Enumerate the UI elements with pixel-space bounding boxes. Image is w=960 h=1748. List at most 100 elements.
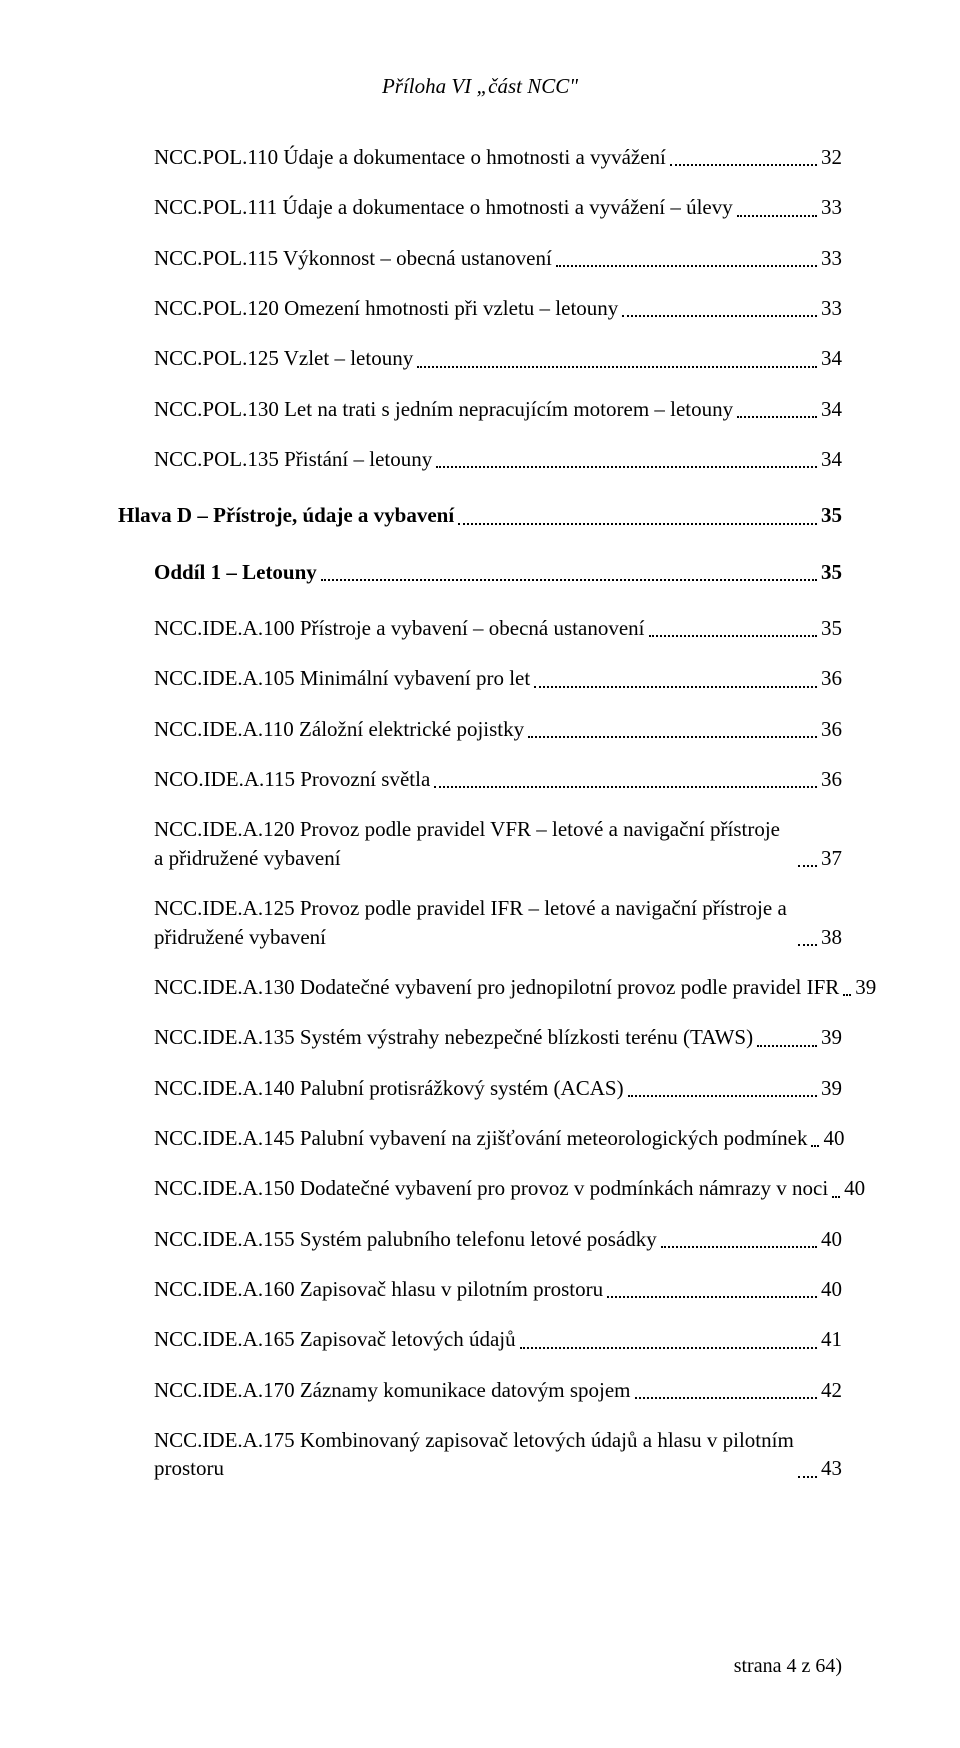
toc-entry: NCC.IDE.A.120 Provoz podle pravidel VFR …: [154, 815, 842, 872]
toc-entry-label: NCO.IDE.A.115 Provozní světla: [154, 765, 430, 793]
toc-leader: [757, 1044, 817, 1047]
toc-entry-page: 37: [821, 844, 842, 872]
toc-entry: NCC.IDE.A.135 Systém výstrahy nebezpečné…: [154, 1023, 842, 1051]
toc-entry-page: 34: [821, 445, 842, 473]
toc-entry-page: 42: [821, 1376, 842, 1404]
toc-entry-label: NCC.IDE.A.100 Přístroje a vybavení – obe…: [154, 614, 645, 642]
page: Příloha VI „část NCC" NCC.POL.110 Údaje …: [0, 0, 960, 1748]
table-of-contents: NCC.POL.110 Údaje a dokumentace o hmotno…: [118, 143, 842, 1483]
toc-entry: NCC.POL.110 Údaje a dokumentace o hmotno…: [154, 143, 842, 171]
toc-entry: NCC.IDE.A.165 Zapisovač letových údajů 4…: [154, 1325, 842, 1353]
toc-entry: NCC.IDE.A.130 Dodatečné vybavení pro jed…: [154, 973, 842, 1001]
toc-entry-page: 40: [821, 1225, 842, 1253]
toc-entry-label: NCC.IDE.A.135 Systém výstrahy nebezpečné…: [154, 1023, 753, 1051]
toc-entry: NCC.IDE.A.175 Kombinovaný zapisovač leto…: [154, 1426, 842, 1483]
toc-entry-label: NCC.POL.111 Údaje a dokumentace o hmotno…: [154, 193, 733, 221]
toc-entry-label: NCC.POL.115 Výkonnost – obecná ustanoven…: [154, 244, 552, 272]
toc-leader: [635, 1396, 818, 1399]
toc-entry-label: NCC.POL.110 Údaje a dokumentace o hmotno…: [154, 143, 666, 171]
toc-entry-page: 36: [821, 765, 842, 793]
toc-entry-label: NCC.IDE.A.110 Záložní elektrické pojistk…: [154, 715, 524, 743]
toc-leader: [798, 943, 817, 946]
toc-entry-label: NCC.POL.135 Přistání – letouny: [154, 445, 432, 473]
toc-leader: [737, 415, 817, 418]
toc-leader: [798, 864, 817, 867]
toc-entry-page: 36: [821, 715, 842, 743]
toc-entry: NCC.IDE.A.170 Záznamy komunikace datovým…: [154, 1376, 842, 1404]
toc-entry: NCC.POL.135 Přistání – letouny 34: [154, 445, 842, 473]
toc-entry-label: NCC.IDE.A.150 Dodatečné vybavení pro pro…: [154, 1174, 828, 1202]
toc-entry-label: NCC.IDE.A.125 Provoz podle pravidel IFR …: [154, 894, 794, 951]
toc-entry-page: 32: [821, 143, 842, 171]
running-header: Příloha VI „část NCC": [118, 74, 842, 99]
toc-leader: [737, 214, 817, 217]
toc-entry: NCC.POL.125 Vzlet – letouny 34: [154, 344, 842, 372]
toc-entry-page: 36: [821, 664, 842, 692]
toc-entry: NCC.IDE.A.160 Zapisovač hlasu v pilotním…: [154, 1275, 842, 1303]
toc-entry-label: NCC.IDE.A.160 Zapisovač hlasu v pilotním…: [154, 1275, 603, 1303]
toc-leader: [649, 634, 818, 637]
toc-entry-page: 39: [855, 973, 876, 1001]
toc-entry-label: NCC.IDE.A.145 Palubní vybavení na zjišťo…: [154, 1124, 807, 1152]
toc-entry-label: NCC.IDE.A.105 Minimální vybavení pro let: [154, 664, 530, 692]
toc-entry-page: 40: [821, 1275, 842, 1303]
toc-leader: [321, 578, 817, 581]
toc-entry: NCC.IDE.A.155 Systém palubního telefonu …: [154, 1225, 842, 1253]
toc-entry: NCC.IDE.A.100 Přístroje a vybavení – obe…: [154, 614, 842, 642]
toc-entry-label: NCC.IDE.A.130 Dodatečné vybavení pro jed…: [154, 973, 839, 1001]
toc-entry-page: 39: [821, 1023, 842, 1051]
toc-leader: [843, 993, 851, 996]
toc-entry-page: 33: [821, 193, 842, 221]
toc-entry: NCC.POL.120 Omezení hmotnosti při vzletu…: [154, 294, 842, 322]
toc-leader: [556, 264, 817, 267]
toc-entry-page: 43: [821, 1454, 842, 1482]
toc-entry: NCC.IDE.A.110 Záložní elektrické pojistk…: [154, 715, 842, 743]
toc-entry: NCC.IDE.A.105 Minimální vybavení pro let…: [154, 664, 842, 692]
toc-leader: [798, 1475, 817, 1478]
toc-entry-page: 38: [821, 923, 842, 951]
toc-entry-page: 39: [821, 1074, 842, 1102]
toc-entry-page: 33: [821, 244, 842, 272]
toc-leader: [607, 1295, 817, 1298]
toc-leader: [628, 1094, 817, 1097]
toc-entry-page: 40: [844, 1174, 865, 1202]
toc-entry: Oddíl 1 – Letouny 35: [154, 558, 842, 586]
toc-entry-label: NCC.IDE.A.175 Kombinovaný zapisovač leto…: [154, 1426, 794, 1483]
toc-entry-label: NCC.IDE.A.165 Zapisovač letových údajů: [154, 1325, 516, 1353]
toc-entry-page: 41: [821, 1325, 842, 1353]
toc-leader: [417, 365, 817, 368]
toc-leader: [811, 1144, 819, 1147]
toc-entry: NCC.IDE.A.145 Palubní vybavení na zjišťo…: [154, 1124, 842, 1152]
toc-entry: NCC.POL.111 Údaje a dokumentace o hmotno…: [154, 193, 842, 221]
toc-leader: [832, 1195, 840, 1198]
toc-entry-label: NCC.IDE.A.140 Palubní protisrážkový syst…: [154, 1074, 624, 1102]
toc-entry-page: 35: [821, 614, 842, 642]
toc-entry: NCC.IDE.A.125 Provoz podle pravidel IFR …: [154, 894, 842, 951]
toc-leader: [436, 465, 817, 468]
toc-entry-label: NCC.IDE.A.155 Systém palubního telefonu …: [154, 1225, 657, 1253]
toc-leader: [622, 314, 817, 317]
toc-leader: [670, 163, 817, 166]
toc-entry: NCC.POL.115 Výkonnost – obecná ustanoven…: [154, 244, 842, 272]
toc-leader: [458, 522, 817, 525]
toc-entry-page: 40: [823, 1124, 844, 1152]
toc-entry-label: NCC.POL.125 Vzlet – letouny: [154, 344, 413, 372]
toc-entry-label: NCC.POL.120 Omezení hmotnosti při vzletu…: [154, 294, 618, 322]
toc-entry: NCO.IDE.A.115 Provozní světla 36: [154, 765, 842, 793]
page-footer: strana 4 z 64): [734, 1655, 842, 1678]
toc-entry-page: 35: [821, 501, 842, 529]
toc-entry: NCC.POL.130 Let na trati s jedním neprac…: [154, 395, 842, 423]
toc-entry-page: 35: [821, 558, 842, 586]
toc-entry-label: Oddíl 1 – Letouny: [154, 558, 317, 586]
toc-leader: [520, 1346, 817, 1349]
toc-entry: NCC.IDE.A.140 Palubní protisrážkový syst…: [154, 1074, 842, 1102]
toc-entry-label: NCC.POL.130 Let na trati s jedním neprac…: [154, 395, 733, 423]
toc-leader: [534, 685, 817, 688]
toc-leader: [528, 735, 817, 738]
toc-leader: [434, 785, 817, 788]
toc-entry-page: 34: [821, 395, 842, 423]
toc-entry-label: NCC.IDE.A.170 Záznamy komunikace datovým…: [154, 1376, 631, 1404]
toc-entry: Hlava D – Přístroje, údaje a vybavení 35: [118, 501, 842, 529]
toc-entry-page: 34: [821, 344, 842, 372]
toc-entry-page: 33: [821, 294, 842, 322]
